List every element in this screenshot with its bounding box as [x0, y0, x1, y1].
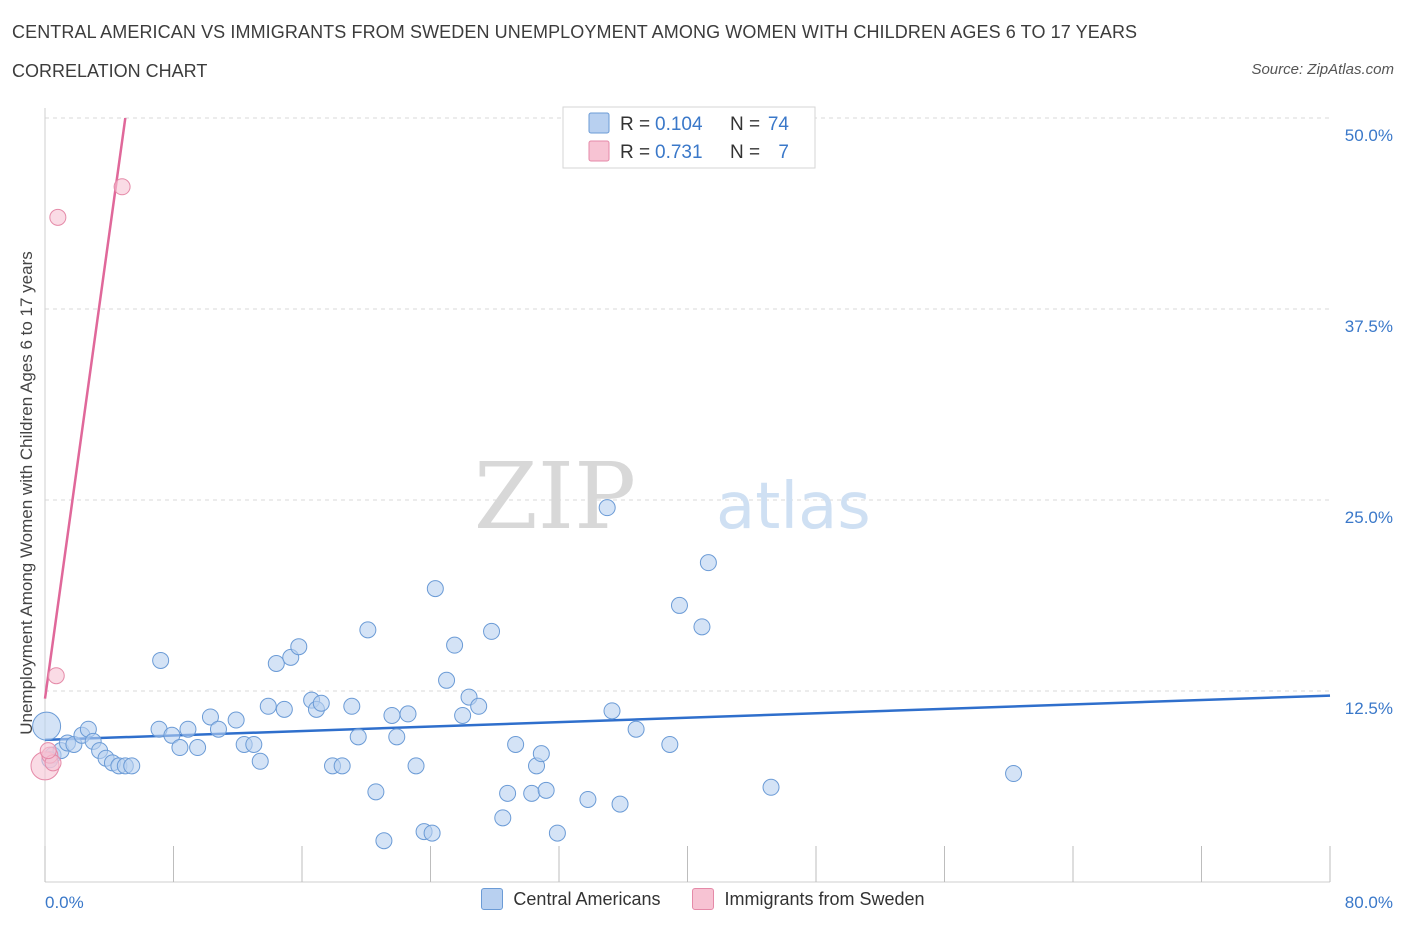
central-american-point — [532, 745, 550, 763]
central-american-point — [171, 739, 189, 757]
central-american-point — [537, 781, 555, 799]
y-tick-label: 37.5% — [1345, 317, 1393, 336]
central-american-point — [375, 832, 393, 850]
bottom-legend: Central Americans Immigrants from Sweden — [0, 888, 1406, 910]
chart-title: CENTRAL AMERICAN VS IMMIGRANTS FROM SWED… — [12, 22, 1138, 42]
central-american-point — [1005, 765, 1023, 783]
central-american-point — [507, 735, 525, 753]
central-american-point — [598, 499, 616, 517]
central-american-point — [426, 580, 444, 598]
sweden-point — [47, 667, 65, 685]
central-american-point — [699, 554, 717, 572]
stats-n-label: N = — [730, 114, 760, 135]
legend-swatch-blue — [481, 888, 504, 910]
legend-item-immigrants-from-sweden[interactable]: Immigrants from Sweden — [692, 888, 925, 910]
central-american-point — [259, 697, 277, 715]
central-american-point — [627, 720, 645, 738]
central-american-point — [548, 824, 566, 842]
central-american-point — [359, 621, 377, 639]
legend-item-central-americans[interactable]: Central Americans — [481, 888, 660, 910]
stats-n-label: N = — [730, 142, 760, 163]
stats-r-label: R = — [620, 142, 650, 163]
stats-r-label: R = — [620, 114, 650, 135]
sweden-trend-line — [43, 117, 127, 699]
stats-n-value: 7 — [778, 142, 789, 163]
central-american-point — [399, 705, 417, 723]
x-tick-label: 0.0% — [45, 893, 84, 912]
central-american-point — [670, 596, 688, 614]
central-american-point — [494, 809, 512, 827]
central-american-point — [179, 720, 197, 738]
x-tick-label: 80.0% — [1345, 893, 1393, 912]
watermark-atlas: atlas — [716, 470, 871, 544]
sweden-point — [49, 208, 67, 226]
central-american-point — [470, 697, 488, 715]
source-credit: Source: ZipAtlas.com — [1251, 61, 1394, 78]
central-american-point — [693, 618, 711, 636]
central-american-point — [423, 824, 441, 842]
central-american-point — [163, 726, 181, 744]
central-american-point — [227, 711, 245, 729]
central-american-point — [483, 622, 501, 640]
y-tick-label: 25.0% — [1345, 508, 1393, 527]
central-american-point — [349, 728, 367, 746]
central-american-point — [32, 711, 62, 741]
central-american-point — [383, 706, 401, 724]
central-american-point — [367, 783, 385, 801]
central-american-point — [611, 795, 629, 813]
data-points — [30, 178, 1023, 850]
legend-label: Central Americans — [513, 888, 661, 909]
trend-lines — [43, 117, 1331, 742]
stats-n-value: 74 — [768, 114, 790, 135]
central-american-point — [579, 790, 597, 808]
y-tick-label: 12.5% — [1345, 699, 1393, 718]
central-american-point — [290, 638, 308, 656]
central-american-point — [388, 728, 406, 746]
central-american-point — [603, 702, 621, 720]
central-american-point — [201, 708, 219, 726]
central-american-point — [499, 784, 517, 802]
sweden-point — [39, 742, 57, 760]
central-american-point — [523, 784, 541, 802]
watermark-zip: ZIP — [474, 443, 636, 550]
central-american-point — [343, 697, 361, 715]
stats-legend: R = 0.104 N = 74 R = 0.731 N = 7 — [562, 106, 816, 169]
central-american-point — [209, 720, 227, 738]
central-american-point — [438, 671, 456, 689]
central-american-point — [333, 757, 351, 775]
stats-legend-swatch — [588, 112, 610, 134]
stats-r-value: 0.104 — [655, 114, 703, 135]
stats-r-value: 0.731 — [655, 142, 703, 163]
legend-swatch-pink — [692, 888, 715, 910]
central-american-point — [446, 636, 464, 654]
axes — [44, 108, 1331, 883]
central-american-point — [267, 654, 285, 672]
central-american-point — [275, 700, 293, 718]
central-american-point — [762, 778, 780, 796]
central-american-point — [152, 651, 170, 669]
central-american-point — [454, 706, 472, 724]
central-american-point — [189, 739, 207, 757]
central-american-point — [251, 752, 269, 770]
legend-label: Immigrants from Sweden — [724, 888, 925, 909]
central-american-point — [407, 757, 425, 775]
central-american-point — [245, 735, 263, 753]
central-americans-trend-line — [44, 694, 1331, 742]
chart-subtitle: CORRELATION CHART — [12, 61, 208, 81]
tick-labels: 12.5% 25.0% 37.5% 50.0% 0.0% 80.0% — [45, 126, 1393, 912]
stats-legend-swatch — [588, 140, 610, 162]
central-american-point — [123, 757, 141, 775]
central-american-point — [661, 735, 679, 753]
sweden-point — [113, 178, 131, 196]
central-american-point — [312, 694, 330, 712]
y-tick-label: 50.0% — [1345, 126, 1393, 145]
watermark: ZIP atlas — [474, 443, 871, 550]
